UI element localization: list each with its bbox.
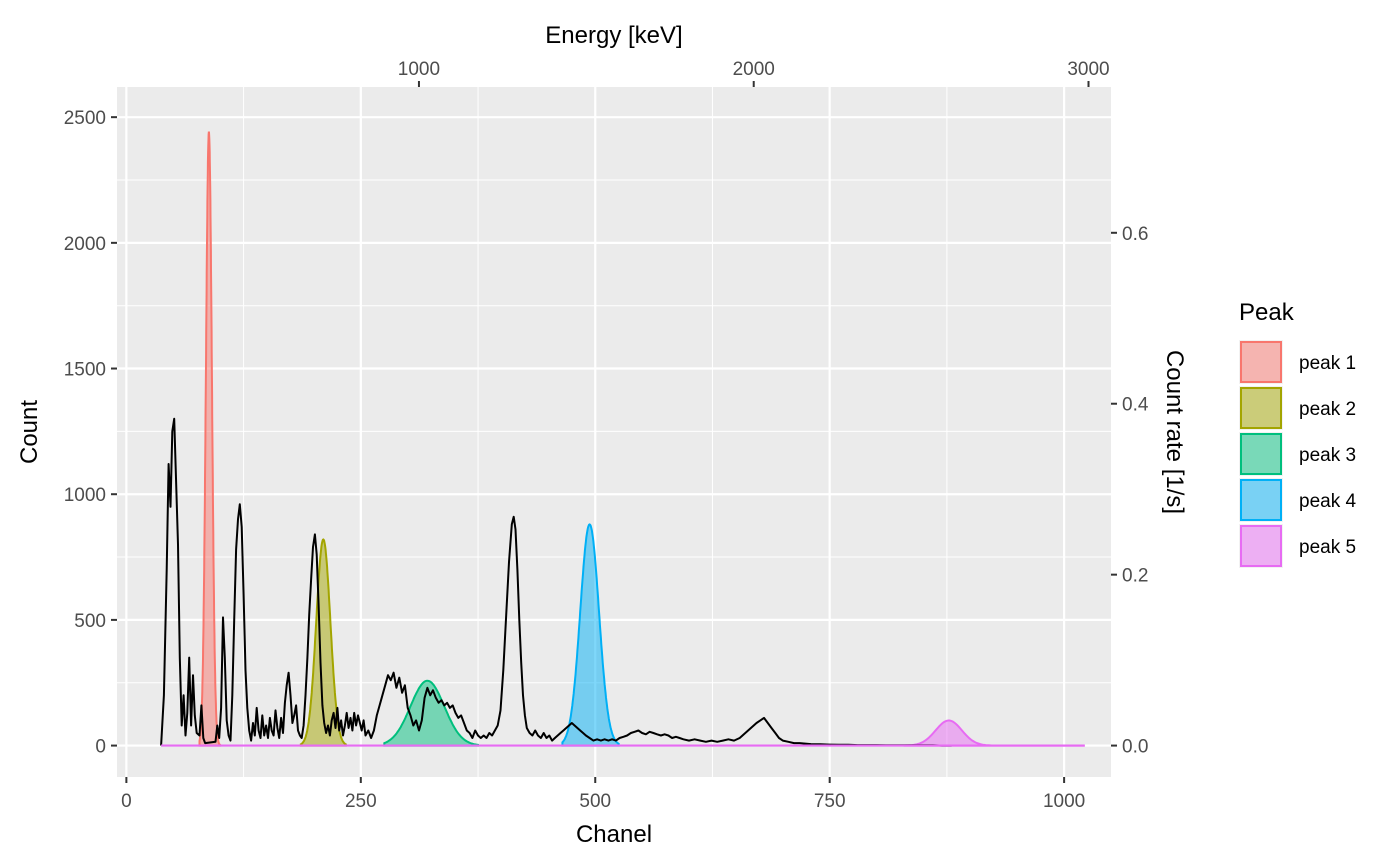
- legend-label: peak 2: [1299, 399, 1356, 420]
- x-tick-label: 750: [814, 791, 846, 812]
- y2-tick-label: 0.2: [1122, 566, 1148, 587]
- y2-tick-label: 0.0: [1122, 737, 1148, 758]
- y-tick-label: 500: [74, 611, 106, 632]
- major-gridlines: [117, 87, 1111, 777]
- x-tick-label: 250: [345, 791, 377, 812]
- y-tick-label: 1000: [64, 485, 106, 506]
- x2-tick-label: 1000: [398, 59, 440, 80]
- legend: Peak peak 1 peak 2 peak 3 peak 4 peak 5: [1239, 299, 1356, 568]
- x2-tick-label: 2000: [733, 59, 775, 80]
- peak-area-peak-3: [383, 679, 479, 747]
- x-axis-bottom: 0 250 500 750 1000: [121, 777, 1085, 812]
- y2-tick-label: 0.6: [1122, 224, 1148, 245]
- legend-key-peak-4: [1240, 479, 1282, 521]
- legend-label: peak 4: [1299, 491, 1356, 512]
- y-tick-label: 2000: [64, 234, 106, 255]
- y-tick-label: 1500: [64, 360, 106, 381]
- x-tick-label: 1000: [1043, 791, 1085, 812]
- legend-label: peak 5: [1299, 537, 1356, 558]
- y-axis-title: Count: [16, 400, 43, 464]
- legend-label: peak 1: [1299, 353, 1356, 374]
- y-axis-left: 0 500 1000 1500 2000 2500: [64, 108, 117, 758]
- y2-axis-title: Count rate [1/s]: [1161, 350, 1188, 514]
- y-axis-right: 0.0 0.2 0.4 0.6: [1111, 224, 1149, 758]
- legend-title: Peak: [1239, 299, 1295, 326]
- x-axis-top: 1000 2000 3000: [398, 59, 1110, 87]
- minor-gridlines: [117, 87, 1111, 777]
- legend-key-peak-5: [1240, 525, 1282, 567]
- y-tick-label: 0: [95, 737, 106, 758]
- x-axis-title: Chanel: [576, 821, 652, 848]
- x2-axis-title: Energy [keV]: [545, 22, 682, 49]
- legend-label: peak 3: [1299, 445, 1356, 466]
- legend-key-peak-2: [1240, 387, 1282, 429]
- y-tick-label: 2500: [64, 108, 106, 129]
- spectrum-line-layer: [160, 417, 1085, 747]
- peak-area-peak-4: [561, 523, 620, 747]
- x2-tick-label: 3000: [1067, 59, 1109, 80]
- x-tick-label: 0: [121, 791, 132, 812]
- legend-key-peak-3: [1240, 433, 1282, 475]
- plot-panel: [117, 87, 1111, 777]
- spectrum-line: [160, 417, 952, 747]
- y2-tick-label: 0.4: [1122, 395, 1149, 416]
- legend-key-peak-1: [1240, 341, 1282, 383]
- x-tick-label: 500: [579, 791, 611, 812]
